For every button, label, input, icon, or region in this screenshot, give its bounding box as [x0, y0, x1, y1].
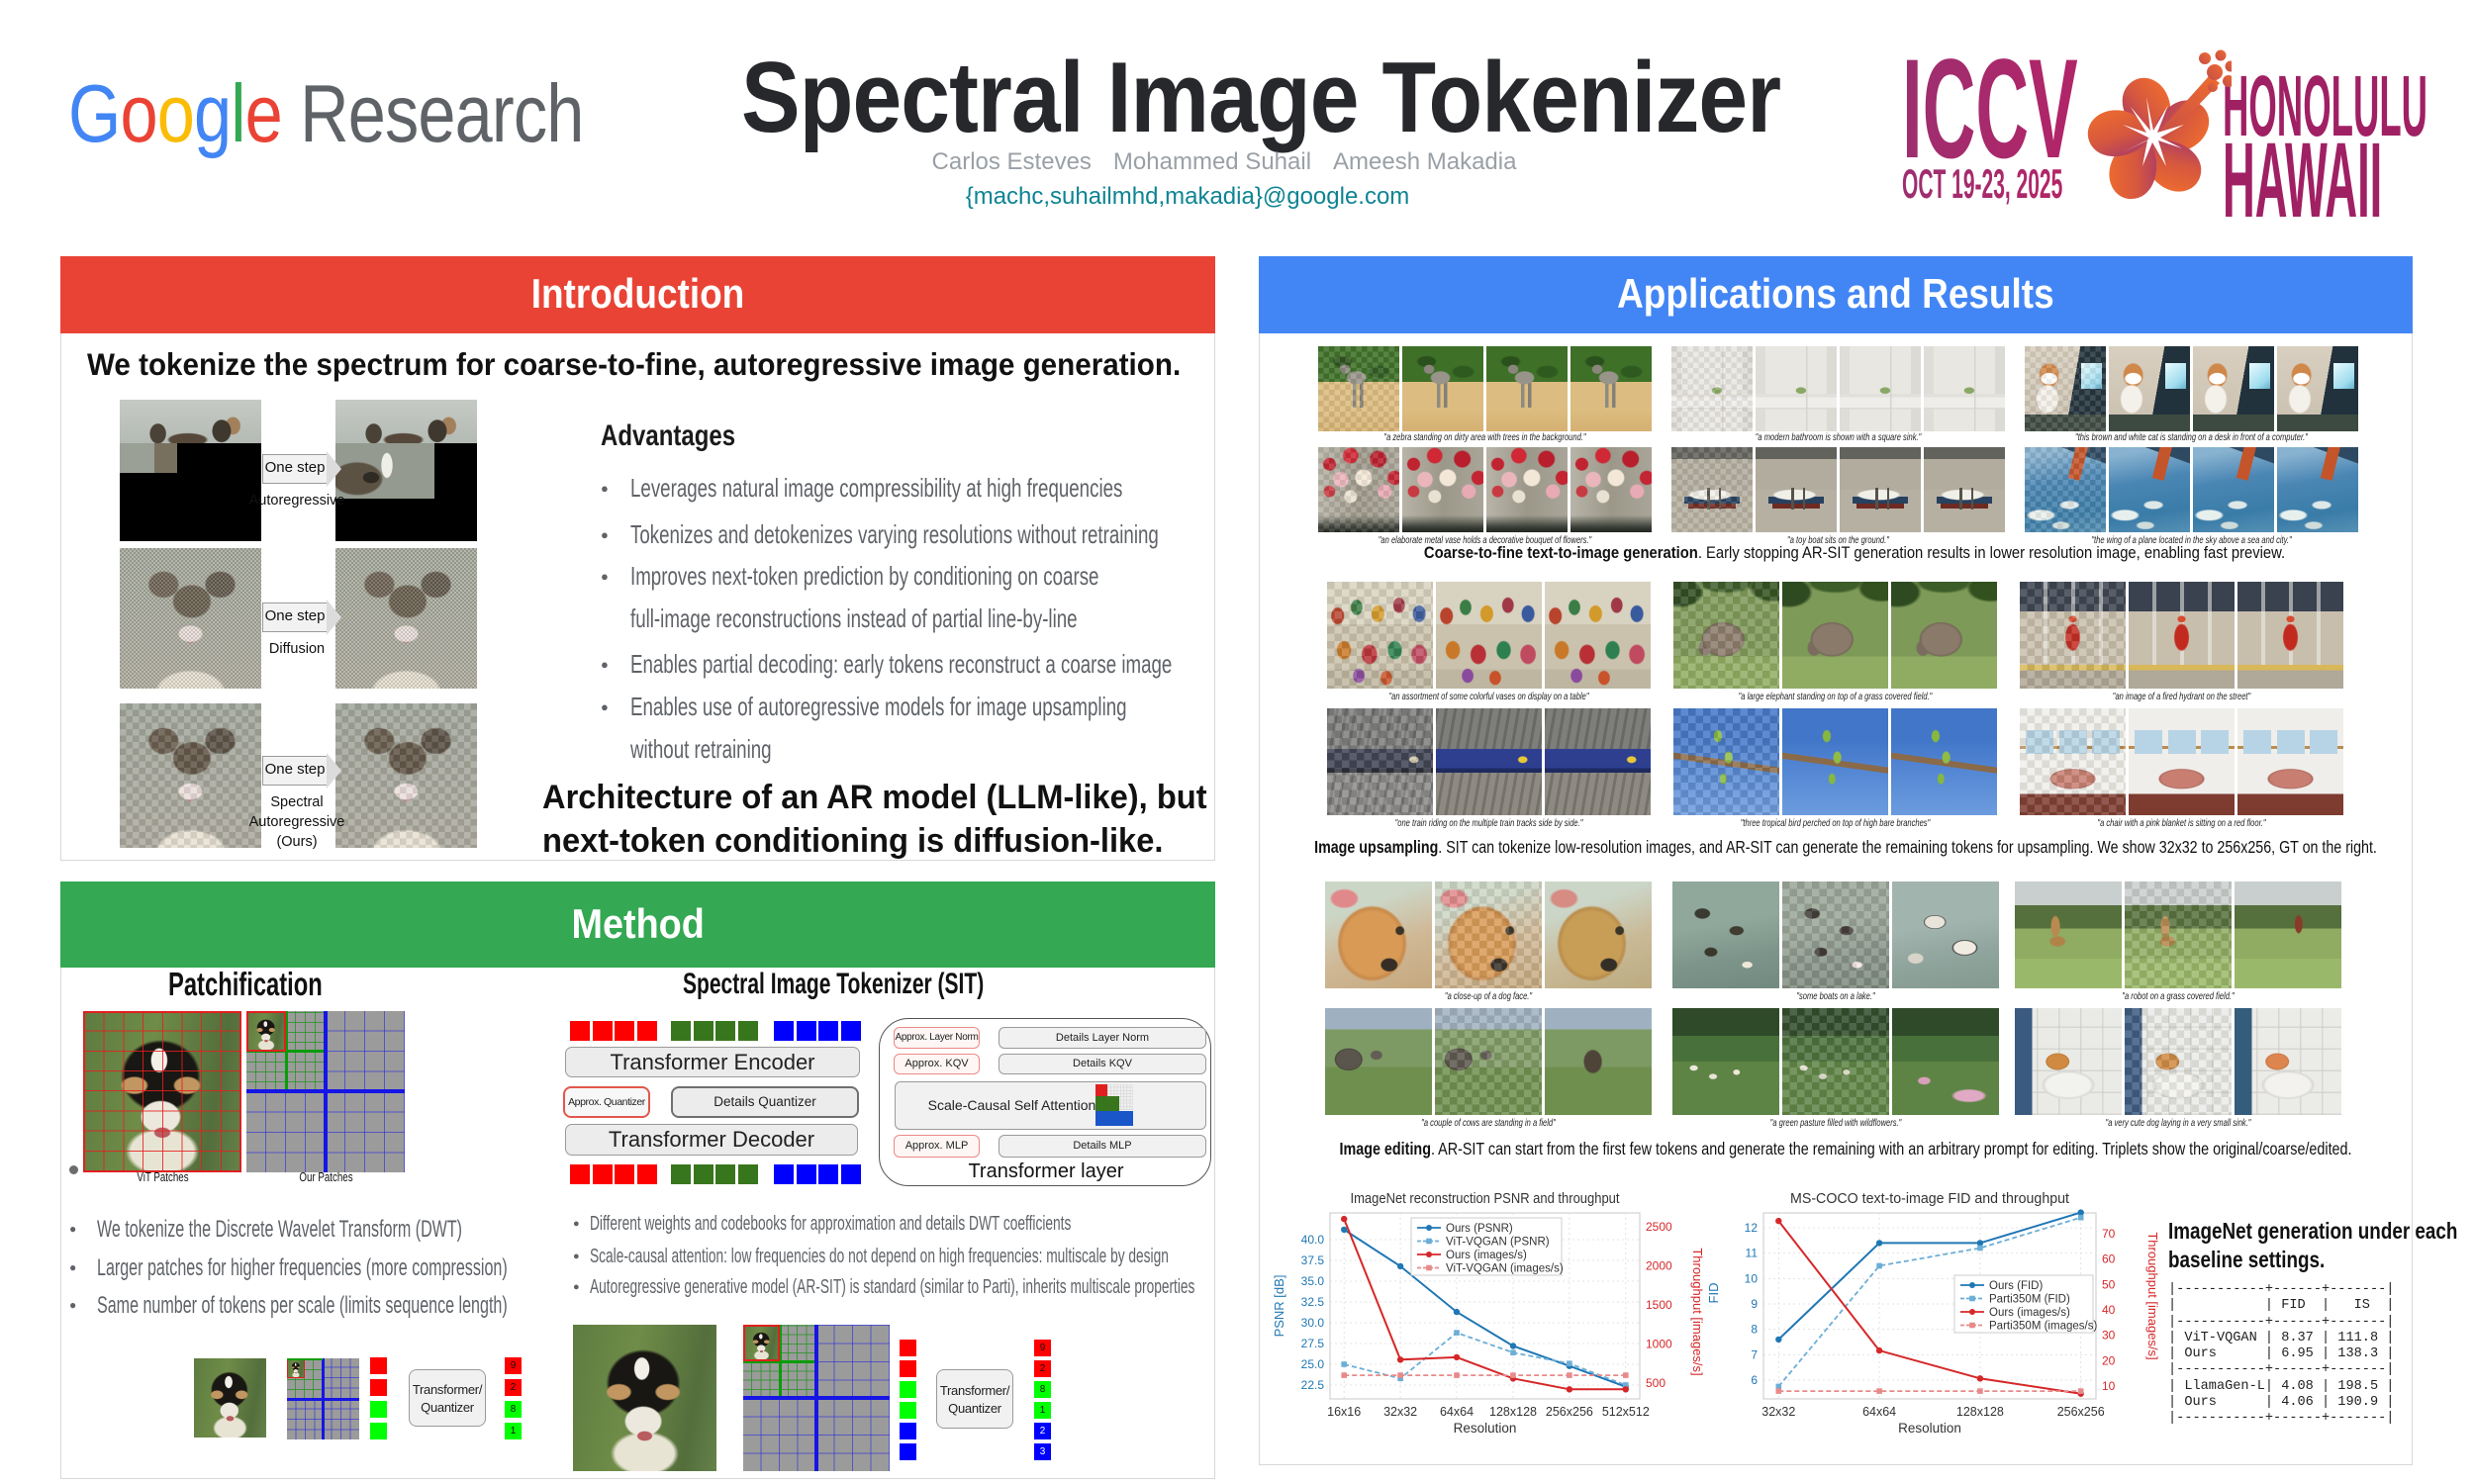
svg-text:8: 8: [1751, 1323, 1758, 1337]
svg-text:16x16: 16x16: [1327, 1405, 1361, 1419]
svg-text:32x32: 32x32: [1761, 1405, 1795, 1419]
svg-text:37.5: 37.5: [1301, 1253, 1325, 1267]
svg-text:32x32: 32x32: [1383, 1405, 1417, 1419]
svg-text:PSNR [dB]: PSNR [dB]: [1272, 1275, 1286, 1338]
svg-text:64x64: 64x64: [1440, 1405, 1474, 1419]
svg-text:512x512: 512x512: [1602, 1405, 1650, 1419]
svg-text:70: 70: [2102, 1227, 2116, 1241]
svg-text:50: 50: [2102, 1277, 2116, 1291]
svg-text:11: 11: [1746, 1247, 1759, 1260]
svg-text:Parti350M (images/s): Parti350M (images/s): [1989, 1321, 2097, 1333]
svg-text:1000: 1000: [1646, 1338, 1672, 1351]
svg-text:128x128: 128x128: [1956, 1405, 2004, 1419]
svg-text:Throughput [images/s]: Throughput [images/s]: [1690, 1248, 1705, 1375]
svg-text:2500: 2500: [1646, 1220, 1672, 1234]
svg-text:256x256: 256x256: [1546, 1405, 1593, 1419]
svg-text:Ours (PSNR): Ours (PSNR): [1446, 1223, 1513, 1235]
svg-text:20: 20: [2102, 1353, 2116, 1367]
svg-text:30: 30: [2102, 1329, 2116, 1343]
svg-text:60: 60: [2102, 1252, 2116, 1266]
svg-text:ViT-VQGAN (images/s): ViT-VQGAN (images/s): [1446, 1263, 1564, 1275]
svg-text:10: 10: [2102, 1379, 2116, 1393]
svg-text:ImageNet reconstruction PSNR a: ImageNet reconstruction PSNR and through…: [1351, 1190, 1621, 1207]
svg-text:Ours (FID): Ours (FID): [1989, 1280, 2043, 1292]
svg-text:Resolution: Resolution: [1898, 1421, 1961, 1436]
svg-text:30.0: 30.0: [1301, 1316, 1325, 1330]
svg-text:FID: FID: [1706, 1283, 1721, 1304]
svg-text:35.0: 35.0: [1301, 1274, 1325, 1288]
svg-text:MS-COCO text-to-image FID and: MS-COCO text-to-image FID and throughput: [1790, 1190, 2070, 1207]
svg-text:Resolution: Resolution: [1454, 1421, 1517, 1436]
svg-text:Ours (images/s): Ours (images/s): [1989, 1307, 2070, 1319]
svg-text:12: 12: [1745, 1221, 1759, 1235]
svg-text:Parti350M (FID): Parti350M (FID): [1989, 1294, 2070, 1306]
svg-text:6: 6: [1751, 1373, 1758, 1387]
svg-text:1500: 1500: [1646, 1298, 1672, 1312]
svg-text:40.0: 40.0: [1301, 1233, 1325, 1247]
svg-text:32.5: 32.5: [1301, 1295, 1325, 1309]
svg-text:ViT-VQGAN (PSNR): ViT-VQGAN (PSNR): [1446, 1237, 1550, 1249]
svg-text:9: 9: [1751, 1297, 1758, 1311]
svg-text:128x128: 128x128: [1489, 1405, 1537, 1419]
svg-text:Ours (images/s): Ours (images/s): [1446, 1250, 1527, 1261]
svg-text:64x64: 64x64: [1862, 1405, 1896, 1419]
svg-text:27.5: 27.5: [1301, 1337, 1325, 1350]
svg-text:22.5: 22.5: [1301, 1378, 1325, 1392]
svg-text:7: 7: [1751, 1347, 1758, 1361]
svg-text:256x256: 256x256: [2057, 1405, 2105, 1419]
svg-text:10: 10: [1745, 1271, 1759, 1285]
svg-text:2000: 2000: [1646, 1259, 1672, 1273]
svg-text:500: 500: [1646, 1376, 1665, 1390]
svg-text:25.0: 25.0: [1301, 1357, 1325, 1371]
svg-text:40: 40: [2102, 1303, 2116, 1317]
svg-text:Throughput [images/s]: Throughput [images/s]: [2145, 1232, 2160, 1359]
